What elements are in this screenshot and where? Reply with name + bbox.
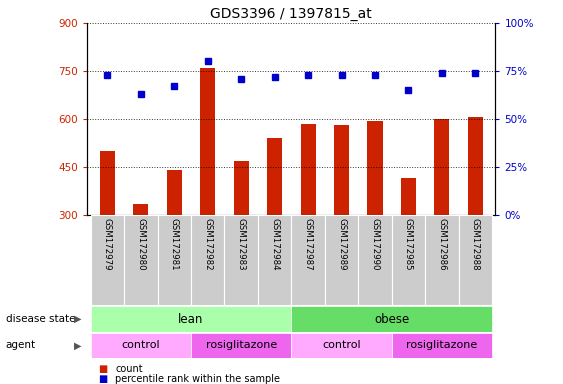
Text: ▶: ▶ [74,340,82,351]
Bar [435,119,449,215]
Bar [191,215,225,305]
Bar [167,170,182,215]
Text: lean: lean [178,313,204,326]
Bar [392,215,425,305]
Bar [401,178,416,215]
Text: control: control [322,340,361,351]
Bar [325,215,358,305]
Bar [334,126,349,215]
Text: rosiglitazone: rosiglitazone [205,340,277,351]
Bar [267,138,282,215]
Text: percentile rank within the sample: percentile rank within the sample [115,374,280,384]
Bar [292,306,492,332]
Text: GSM172985: GSM172985 [404,218,413,270]
Text: GSM172990: GSM172990 [370,218,379,270]
Title: GDS3396 / 1397815_at: GDS3396 / 1397815_at [211,7,372,21]
Bar [292,333,392,358]
Text: disease state: disease state [6,314,75,324]
Bar [91,333,191,358]
Text: GSM172981: GSM172981 [170,218,179,270]
Bar [258,215,292,305]
Text: rosiglitazone: rosiglitazone [406,340,477,351]
Text: GSM172986: GSM172986 [437,218,446,270]
Bar [100,151,115,215]
Bar [468,118,483,215]
Bar [292,215,325,305]
Bar [91,215,124,305]
Bar [234,161,249,215]
Bar [124,215,158,305]
Text: GSM172979: GSM172979 [103,218,112,270]
Text: agent: agent [6,340,36,351]
Text: GSM172980: GSM172980 [136,218,145,270]
Bar [191,333,292,358]
Bar [133,204,148,215]
Text: count: count [115,364,143,374]
Text: control: control [122,340,160,351]
Text: obese: obese [374,313,409,326]
Bar [358,215,392,305]
Bar [91,306,292,332]
Bar [301,124,316,215]
Text: ■: ■ [99,374,108,384]
Text: GSM172983: GSM172983 [236,218,245,270]
Bar [200,68,215,215]
Text: ▶: ▶ [74,314,82,324]
Text: GSM172984: GSM172984 [270,218,279,270]
Text: GSM172988: GSM172988 [471,218,480,270]
Text: GSM172989: GSM172989 [337,218,346,270]
Bar [158,215,191,305]
Bar [225,215,258,305]
Bar [459,215,492,305]
Bar [392,333,492,358]
Bar [425,215,459,305]
Text: GSM172982: GSM172982 [203,218,212,270]
Text: ■: ■ [99,364,108,374]
Bar [368,121,382,215]
Text: GSM172987: GSM172987 [303,218,312,270]
